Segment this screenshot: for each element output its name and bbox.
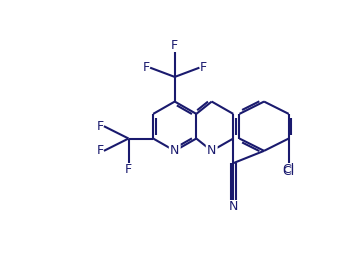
Text: Cl: Cl — [283, 163, 295, 176]
Text: F: F — [125, 163, 132, 176]
Text: N: N — [207, 144, 216, 157]
Text: Cl: Cl — [283, 165, 295, 178]
Text: F: F — [199, 61, 206, 74]
Text: N: N — [170, 144, 179, 157]
Text: F: F — [143, 61, 150, 74]
Text: F: F — [97, 144, 104, 157]
Text: F: F — [97, 120, 104, 133]
Text: F: F — [171, 39, 178, 52]
Text: N: N — [229, 200, 238, 213]
